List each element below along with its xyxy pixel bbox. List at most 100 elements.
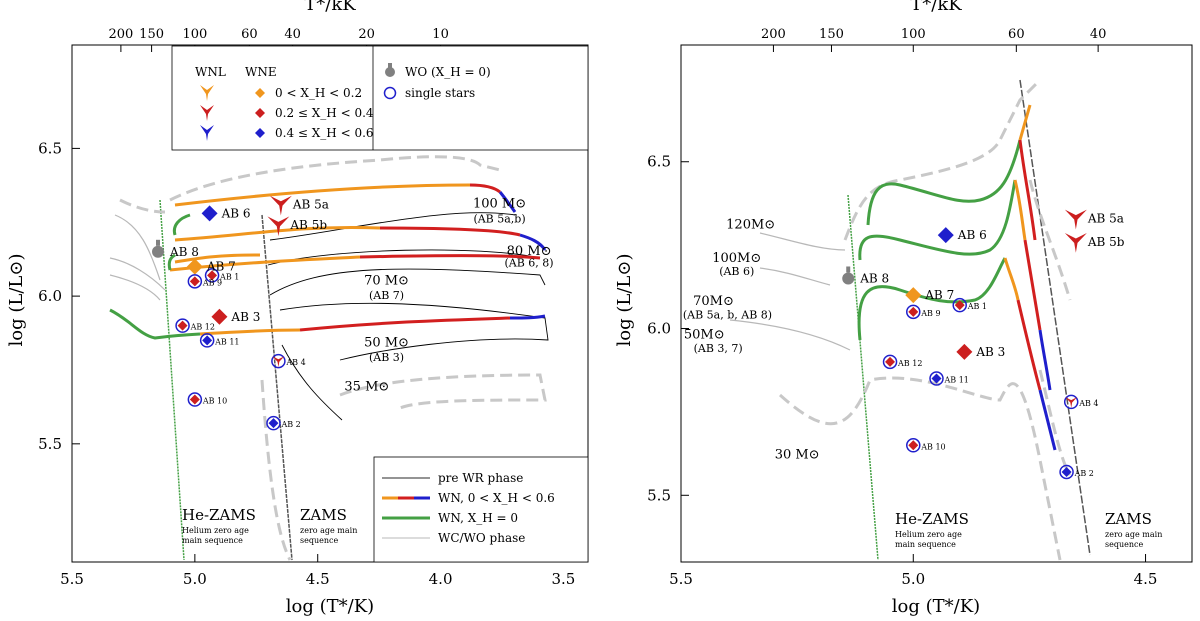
- right-marker-ab-7: [905, 287, 922, 304]
- left-label-ab-2: AB 2: [280, 420, 300, 429]
- right-wcwo-tracks: [729, 232, 851, 351]
- legend-row-text: 0 < X_H < 0.2: [275, 86, 362, 100]
- right-mass-label: (AB 3, 7): [694, 342, 743, 355]
- left-label-ab-11: AB 11: [214, 337, 239, 346]
- left-xtick-label: 4.0: [429, 570, 453, 588]
- left-hezams-line: [159, 199, 185, 561]
- left-star-ab-5a: AB 5a: [269, 195, 329, 216]
- right-marker-ab-12: [885, 356, 896, 367]
- left-single-ring-ab-12: [175, 318, 190, 333]
- right-panel: T*/kK log (T*/K) log (L/L⊙) 5.5 5.0 4.5 5.…: [614, 0, 1193, 617]
- left-label-ab-3: AB 3: [230, 310, 260, 324]
- legend-bottom-box: [373, 456, 589, 563]
- left-mass-label: 70 M⊙: [364, 273, 409, 288]
- left-track-100-orange: [174, 225, 381, 242]
- left-mass-label: 35 M⊙: [344, 380, 389, 395]
- legend-bottom-item: pre WR phase: [438, 471, 523, 485]
- right-mass-label: (AB 6): [719, 265, 754, 278]
- right-ytick-label: 6.0: [647, 320, 671, 338]
- right-single-ring-ab-9: [906, 304, 921, 320]
- left-top-ticks: 200 150 100 60 40 20 10: [108, 27, 449, 52]
- right-mass-label: 100M⊙: [712, 251, 761, 266]
- left-mass-label: (AB 3): [369, 351, 404, 364]
- left-track-80-red: [359, 254, 541, 260]
- left-star-ab-12: AB 12: [175, 318, 215, 333]
- left-track-120-blue: [498, 191, 517, 213]
- left-stars: AB 1 AB 2 AB 3 AB 4 AB 5a AB 5b AB 6 AB 7 AB 8 AB…: [152, 195, 329, 431]
- left-label-ab-1: AB 1: [219, 272, 239, 281]
- right-label-ab-2: AB 2: [1074, 469, 1094, 478]
- left-marker-ab-7: [186, 258, 203, 275]
- right-stars: AB 1 AB 2 AB 3 AB 4 AB 5a AB 5b AB 6 AB 7 AB 8 AB…: [842, 209, 1125, 480]
- right-toptick-label: 150: [819, 27, 844, 42]
- left-mass-label: 100 M⊙: [473, 196, 526, 211]
- right-label-ab-9: AB 9: [920, 309, 940, 318]
- right-track-120-red: [1018, 139, 1037, 241]
- legend-wne-icon: [255, 128, 265, 138]
- legend-bottom-item: WN, X_H = 0: [438, 511, 518, 525]
- legend-bottom-text: pre WR phase WN, 0 < X_H < 0.6 WN, X_H = 0…: [438, 471, 555, 545]
- right-label-ab-5a: AB 5a: [1087, 211, 1124, 225]
- right-label-ab-4: AB 4: [1078, 399, 1098, 408]
- left-label-ab-5b: AB 5b: [289, 218, 327, 232]
- right-ytick-label: 5.5: [647, 486, 671, 504]
- right-y-axis-label: log (L/L⊙): [614, 254, 635, 347]
- left-ytick-label: 5.5: [38, 435, 62, 453]
- legend-single-icon: [383, 86, 397, 100]
- right-star-ab-1: AB 1: [952, 297, 987, 313]
- left-star-ab-11: AB 11: [199, 333, 240, 348]
- right-marker-ab-10: [908, 440, 919, 451]
- right-star-ab-9: AB 9: [906, 304, 941, 320]
- right-zams-sub-2: sequence: [1105, 540, 1143, 549]
- left-panel: T*/kK log (T*/K) log (L/L⊙) 5.5 5.0 4.5 4.0…: [6, 0, 589, 617]
- right-single-ring-ab-2: [1059, 464, 1074, 480]
- left-star-ab-3: AB 3: [211, 308, 260, 325]
- right-track-70-red: [1016, 299, 1042, 391]
- left-star-ab-8: AB 8: [152, 239, 199, 259]
- left-star-ab-5b: AB 5b: [267, 216, 327, 237]
- right-label-ab-7: AB 7: [924, 288, 954, 302]
- right-y-ticks: 5.5 6.0 6.5: [647, 153, 689, 504]
- right-marker-ab-11: [931, 373, 942, 384]
- left-single-ring-ab-4: [271, 353, 286, 369]
- left-single-ring-ab-9: [187, 274, 203, 289]
- left-bottom-legend: pre WR phase WN, 0 < X_H < 0.6 WN, X_H = 0…: [373, 456, 589, 563]
- right-plot-frame: [680, 44, 1193, 563]
- left-single-ring-ab-2: [266, 415, 281, 431]
- left-track-120-orange: [174, 183, 471, 207]
- right-x-ticks: 5.5 5.0 4.5: [669, 554, 1157, 588]
- legend-box: [171, 45, 589, 151]
- left-track-120-red: [469, 183, 501, 194]
- left-zams-sub-1: zero age main: [300, 526, 357, 535]
- left-x-axis-label: log (T*/K): [286, 596, 374, 617]
- right-track-100-blue: [1038, 329, 1052, 391]
- left-star-ab-7: AB 7: [186, 258, 236, 275]
- legend-wo: WO (X_H = 0): [405, 65, 491, 79]
- legend-wo-icon: [385, 63, 395, 77]
- left-top-axis-label: T*/kK: [304, 0, 356, 15]
- left-mass-label: (AB 6, 8): [504, 257, 553, 270]
- left-track-green-1: [172, 213, 191, 236]
- left-xtick-label: 5.0: [183, 570, 207, 588]
- legend-wnl-icon: [200, 105, 214, 121]
- right-green-tracks: [857, 139, 1022, 341]
- legend-bottom-item: WC/WO phase: [438, 531, 525, 545]
- right-label-ab-12: AB 12: [897, 359, 922, 368]
- left-zams-label: ZAMS: [300, 506, 347, 524]
- left-toptick-label: 40: [284, 27, 301, 42]
- left-star-ab-1: AB 1: [204, 268, 239, 283]
- right-marker-ab-4: [1065, 397, 1078, 408]
- right-x-axis-label: log (T*/K): [892, 596, 980, 617]
- legend-row-2: 0.4 ≤ X_H < 0.6: [200, 125, 374, 141]
- right-toptick-label: 40: [1090, 27, 1107, 42]
- right-single-ring-ab-12: [882, 354, 898, 370]
- right-marker-ab-1: [954, 300, 965, 311]
- right-label-ab-3: AB 3: [975, 345, 1005, 359]
- left-track-50-blue: [509, 314, 546, 320]
- left-zams-line: [261, 214, 293, 561]
- right-hezams-line: [847, 194, 879, 561]
- left-hezams-label: He-ZAMS: [182, 506, 256, 524]
- left-label-ab-9: AB 9: [202, 278, 222, 287]
- left-label-ab-8: AB 8: [169, 245, 199, 259]
- left-toptick-label: 60: [241, 27, 258, 42]
